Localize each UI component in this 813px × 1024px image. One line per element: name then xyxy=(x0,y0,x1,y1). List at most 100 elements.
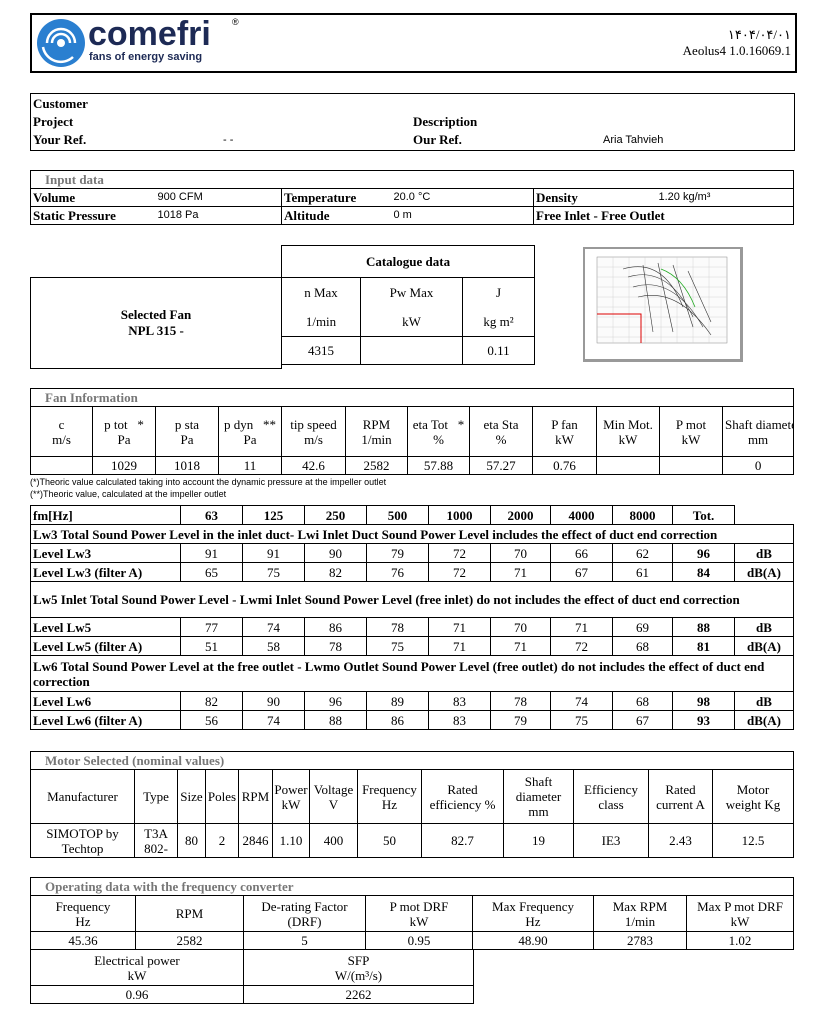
cell: Shaft diameter mm xyxy=(721,406,795,457)
row: Operating data with the frequency conver… xyxy=(29,877,795,896)
cell-text: kW xyxy=(681,431,701,447)
cell: 56 xyxy=(180,710,243,730)
cell-text: 0.95 xyxy=(407,933,431,948)
cell-text: 96 xyxy=(329,693,342,709)
cell-text: 4315 xyxy=(308,343,334,358)
cell: Level Lw6 (filter A) xyxy=(30,710,181,730)
cell-text: kW xyxy=(730,913,750,929)
cell-text: current A xyxy=(656,796,705,812)
cell: 78 xyxy=(366,617,429,637)
cell: 2.43 xyxy=(648,823,713,858)
cell: 2262 xyxy=(243,985,474,1004)
cell-text: 2000 xyxy=(507,507,534,523)
cell-text: 125 xyxy=(263,507,284,523)
cell: Catalogue data xyxy=(280,245,536,278)
cell-text: 71 xyxy=(514,564,527,580)
cell-text: p dyn ** xyxy=(224,416,276,432)
section-title: Lw6 Total Sound Power Level at the free … xyxy=(33,658,765,689)
cell: 90 xyxy=(304,543,367,563)
cell: Shaft diameter mm xyxy=(503,769,574,824)
cell: p tot * Pa xyxy=(92,406,156,457)
cell: 88 xyxy=(304,710,367,730)
cell-text: % xyxy=(495,431,507,447)
cell-text: 78 xyxy=(329,638,342,654)
row: Level Lw5 (filter A) 51 58 78 75 71 71 72 68 81 dB… xyxy=(30,636,794,656)
cell-text: 0.11 xyxy=(487,343,510,358)
cell: 2000 xyxy=(490,505,551,525)
cell-text: 2.43 xyxy=(669,833,692,848)
cell-text: m/s xyxy=(304,431,323,447)
row: 4315 0.11 xyxy=(281,336,536,365)
cell-text: Altitude xyxy=(284,208,330,223)
cell: fm[Hz] xyxy=(30,505,181,525)
cell-text: V xyxy=(328,796,339,812)
section-title: Operating data with the frequency conver… xyxy=(45,879,294,894)
cell: 8000 xyxy=(612,505,673,525)
cell: Level Lw3 xyxy=(30,543,181,563)
row: Lw6 Total Sound Power Level at the free … xyxy=(30,655,794,692)
cell-text: tip speed xyxy=(290,416,337,432)
cell-text: 42.6 xyxy=(302,458,325,473)
date: ۱۴۰۴/۰۴/۰۱ xyxy=(727,27,791,42)
cell: 50 xyxy=(357,823,422,858)
cell: 68 xyxy=(612,691,673,711)
cell-text: Max Frequency xyxy=(492,898,574,914)
cell: Tot. xyxy=(672,505,735,525)
cell: Frequency Hz xyxy=(30,895,136,932)
cell-text: 48.90 xyxy=(518,933,548,948)
cell-text: Rated xyxy=(447,781,478,797)
cell-text: 61 xyxy=(636,564,649,580)
cell-text: 71 xyxy=(575,619,588,635)
cell-text: 58 xyxy=(267,638,280,654)
cell: 20.0 °C xyxy=(393,188,534,207)
cell-text: dB(A) xyxy=(747,712,781,728)
cell-text: 2262 xyxy=(345,987,372,1002)
cell: 75 xyxy=(550,710,613,730)
cell: 5 xyxy=(243,931,366,950)
cell-text: 66 xyxy=(575,545,588,561)
cell: Power kW xyxy=(272,769,310,824)
cell-text: 900 CFM xyxy=(157,191,203,203)
row: 1029 1018 11 42.6 2582 57.88 57.27 0.76 0 xyxy=(30,456,795,475)
cell: Free Inlet - Free Outlet xyxy=(532,206,794,225)
cell-text: 72 xyxy=(575,638,588,654)
cell: Voltage V xyxy=(309,769,358,824)
cell xyxy=(734,505,794,525)
cell: Lw6 Total Sound Power Level at the free … xyxy=(30,655,794,692)
row: Lw3 Total Sound Power Level in the inlet… xyxy=(30,524,794,544)
row: Electrical power kW SFP W/(m³/s) xyxy=(30,949,474,986)
cell-text: 82 xyxy=(205,693,218,709)
cell-text: 70 xyxy=(514,619,527,635)
row: c m/s p tot * Pa p sta Pa p dyn ** Pa tip speed m… xyxy=(30,406,795,457)
cell: P fan kW xyxy=(532,406,597,457)
cell-text: class xyxy=(598,796,624,812)
cell-text: Pa xyxy=(180,431,194,447)
cell-text: 79 xyxy=(391,545,404,561)
cell: RPM 1/min xyxy=(345,406,408,457)
cell-text: Hz xyxy=(525,913,541,929)
cell-text: 90 xyxy=(267,693,280,709)
cell: 79 xyxy=(490,710,551,730)
cell: 1018 Pa xyxy=(157,206,282,225)
cell-text: 1/min xyxy=(624,913,656,929)
cell: 71 xyxy=(428,636,491,656)
cell-text: kW xyxy=(409,913,429,929)
row: Volume 900 CFM Temperature 20.0 °C Density 1.… xyxy=(30,188,794,207)
cell-text: 83 xyxy=(453,693,466,709)
cell: 71 xyxy=(550,617,613,637)
cell-text: Pw Max xyxy=(389,285,434,300)
cell-text: 68 xyxy=(636,638,649,654)
cell-text: 93 xyxy=(697,712,710,728)
cell: 86 xyxy=(304,617,367,637)
version: Aeolus4 1.0.16069.1 xyxy=(682,43,791,58)
row: Catalogue data xyxy=(280,245,536,278)
cell: 2582 xyxy=(345,456,408,475)
cell: 74 xyxy=(242,710,305,730)
cell-text: c xyxy=(58,416,65,432)
cell-text: RPM xyxy=(362,416,391,432)
cell: 70 xyxy=(490,617,551,637)
row: Level Lw5 77 74 86 78 71 70 71 69 88 dB xyxy=(30,617,794,637)
cell: SIMOTOP by Techtop xyxy=(30,823,135,858)
cell: RPM xyxy=(135,895,244,932)
